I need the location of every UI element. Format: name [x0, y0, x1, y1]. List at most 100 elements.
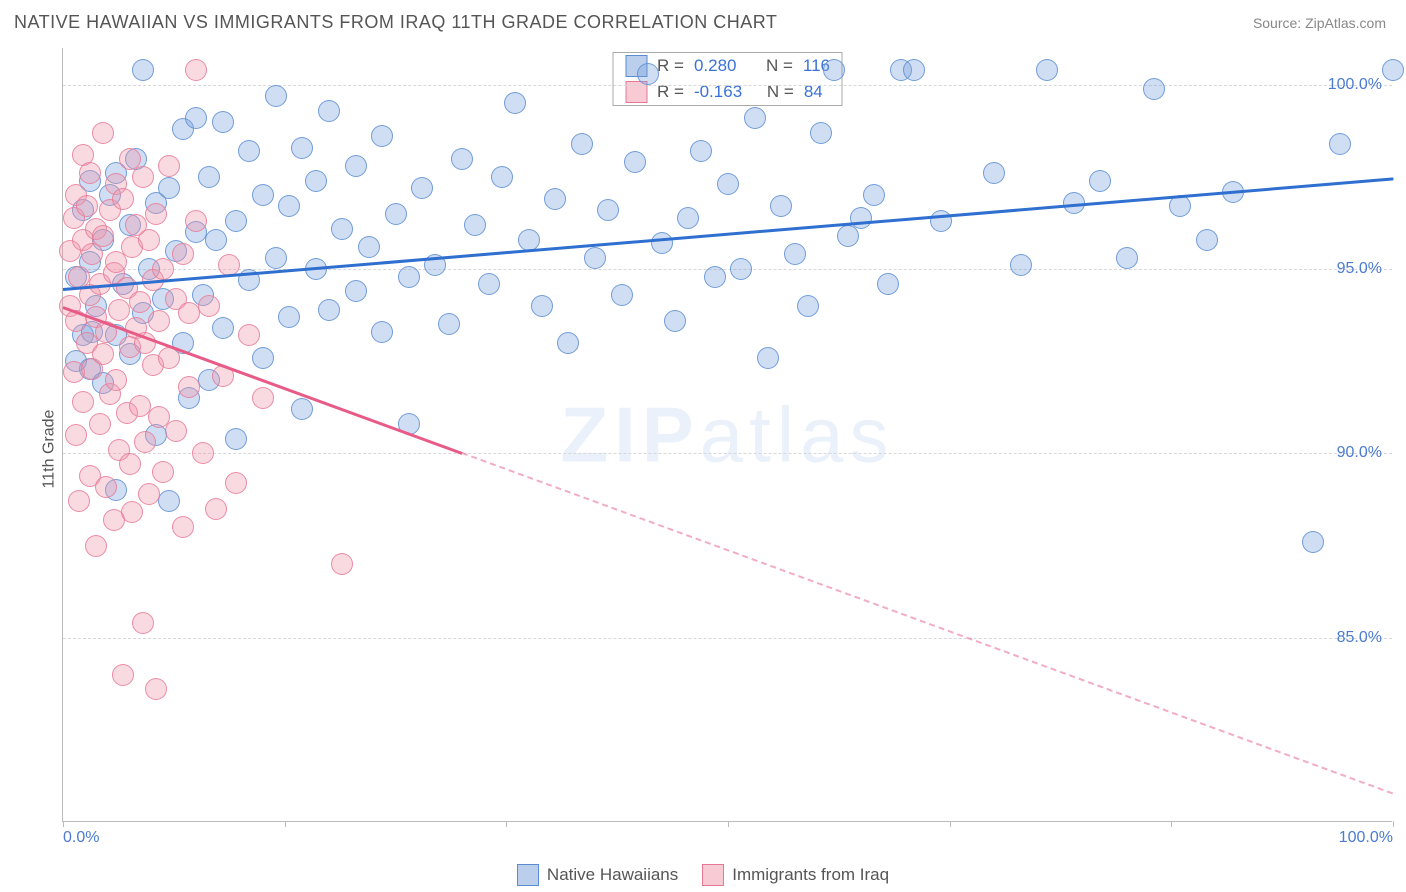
x-tick: [1171, 821, 1172, 827]
data-point: [92, 122, 114, 144]
data-point: [1036, 59, 1058, 81]
data-point: [145, 678, 167, 700]
x-tick: [63, 821, 64, 827]
data-point: [305, 170, 327, 192]
x-tick: [285, 821, 286, 827]
y-tick-label: 95.0%: [1337, 260, 1382, 278]
data-point: [770, 195, 792, 217]
watermark: ZIPatlas: [560, 389, 894, 480]
data-point: [1196, 229, 1218, 251]
data-point: [1382, 59, 1404, 81]
source-label: Source: ZipAtlas.com: [1253, 15, 1386, 31]
data-point: [105, 369, 127, 391]
data-point: [784, 243, 806, 265]
data-point: [1143, 78, 1165, 100]
swatch-blue-icon: [517, 864, 539, 886]
chart-area: 11th Grade ZIPatlas R = 0.280 N = 116 R …: [14, 48, 1392, 850]
data-point: [132, 166, 154, 188]
data-point: [198, 295, 220, 317]
data-point: [165, 420, 187, 442]
gridline: [63, 638, 1392, 639]
data-point: [76, 195, 98, 217]
data-point: [132, 59, 154, 81]
data-point: [557, 332, 579, 354]
data-point: [225, 428, 247, 450]
data-point: [438, 313, 460, 335]
data-point: [411, 177, 433, 199]
x-tick: [506, 821, 507, 827]
data-point: [72, 391, 94, 413]
data-point: [238, 140, 260, 162]
data-point: [152, 461, 174, 483]
data-point: [584, 247, 606, 269]
data-point: [597, 199, 619, 221]
data-point: [544, 188, 566, 210]
data-point: [744, 107, 766, 129]
legend-item-blue: Native Hawaiians: [517, 864, 678, 886]
data-point: [89, 413, 111, 435]
data-point: [278, 195, 300, 217]
data-point: [318, 299, 340, 321]
data-point: [371, 321, 393, 343]
data-point: [158, 177, 180, 199]
data-point: [278, 306, 300, 328]
data-point: [823, 59, 845, 81]
data-point: [345, 155, 367, 177]
watermark-prefix: ZIP: [560, 390, 699, 478]
legend-label: Native Hawaiians: [547, 865, 678, 885]
data-point: [491, 166, 513, 188]
legend-item-pink: Immigrants from Iraq: [702, 864, 889, 886]
data-point: [291, 137, 313, 159]
x-tick: [728, 821, 729, 827]
data-point: [212, 111, 234, 133]
y-tick-label: 90.0%: [1337, 444, 1382, 462]
data-point: [152, 258, 174, 280]
data-point: [704, 266, 726, 288]
data-point: [185, 59, 207, 81]
data-point: [291, 398, 313, 420]
swatch-pink-icon: [702, 864, 724, 886]
data-point: [85, 535, 107, 557]
data-point: [637, 63, 659, 85]
data-point: [212, 317, 234, 339]
gridline: [63, 453, 1392, 454]
data-point: [172, 516, 194, 538]
data-point: [112, 188, 134, 210]
bottom-legend: Native Hawaiians Immigrants from Iraq: [0, 864, 1406, 886]
legend-label: Immigrants from Iraq: [732, 865, 889, 885]
data-point: [651, 232, 673, 254]
y-tick-label: 85.0%: [1337, 629, 1382, 647]
data-point: [79, 162, 101, 184]
chart-title: NATIVE HAWAIIAN VS IMMIGRANTS FROM IRAQ …: [14, 12, 777, 33]
gridline: [63, 269, 1392, 270]
data-point: [225, 472, 247, 494]
x-tick: [1393, 821, 1394, 827]
y-axis-label: 11th Grade: [40, 410, 58, 489]
data-point: [112, 664, 134, 686]
r-value-blue: 0.280: [694, 56, 737, 76]
data-point: [345, 280, 367, 302]
data-point: [331, 553, 353, 575]
data-point: [877, 273, 899, 295]
data-point: [65, 424, 87, 446]
y-tick-label: 100.0%: [1328, 76, 1382, 94]
r-label: R =: [657, 56, 684, 76]
data-point: [158, 490, 180, 512]
data-point: [108, 299, 130, 321]
data-point: [624, 151, 646, 173]
data-point: [611, 284, 633, 306]
data-point: [571, 133, 593, 155]
data-point: [129, 291, 151, 313]
data-point: [172, 243, 194, 265]
data-point: [518, 229, 540, 251]
data-point: [205, 498, 227, 520]
data-point: [797, 295, 819, 317]
data-point: [192, 442, 214, 464]
data-point: [664, 310, 686, 332]
data-point: [863, 184, 885, 206]
data-point: [185, 107, 207, 129]
data-point: [238, 324, 260, 346]
trend-line: [462, 452, 1394, 794]
data-point: [730, 258, 752, 280]
data-point: [119, 453, 141, 475]
